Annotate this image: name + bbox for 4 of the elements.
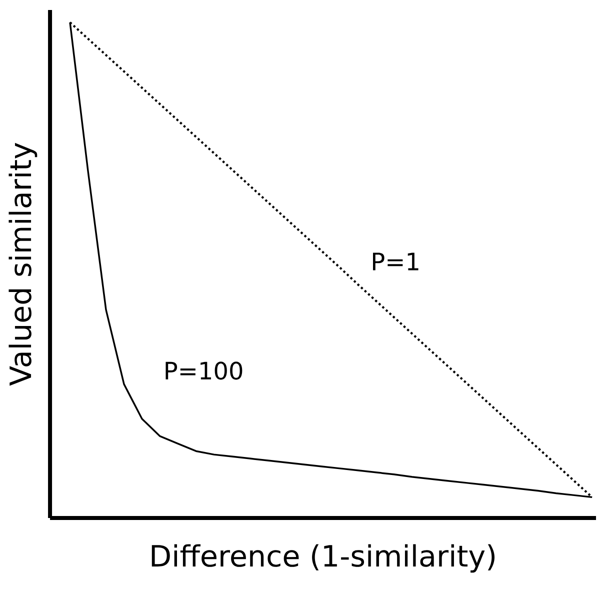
y-axis-title: Valued similarity [8, 142, 38, 386]
x-axis-title: Difference (1-similarity) [152, 544, 495, 573]
series-label: P=1 [373, 252, 418, 270]
series-label: P=100 [166, 362, 242, 380]
